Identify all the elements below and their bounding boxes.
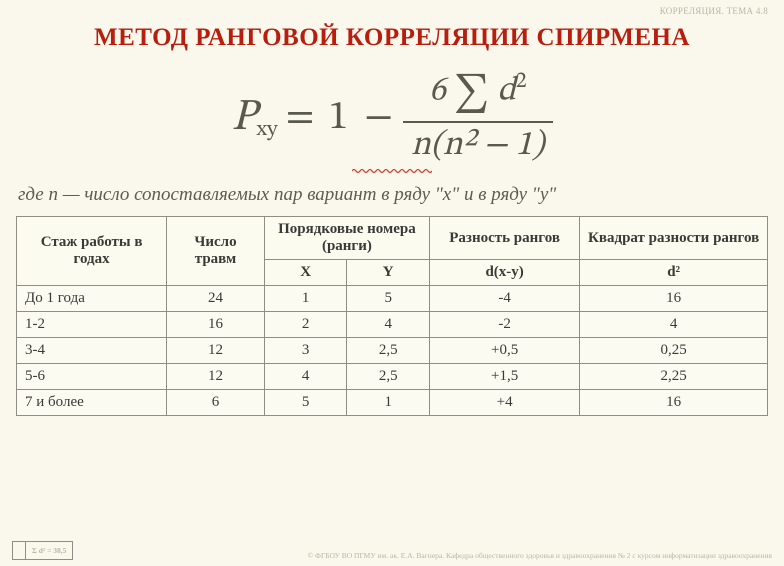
table-row: До 1 года2415-416 <box>17 286 768 312</box>
formula-fraction: 6 ∑ d2 n(n² − 1) <box>403 70 552 166</box>
table-cell: 4 <box>264 364 347 390</box>
formula-lhs: Pxy <box>231 91 277 146</box>
copyright-footer: © ФГБОУ ВО ПГМУ им. ак. Е.А. Вагнера. Ка… <box>12 551 772 560</box>
slide-title: МЕТОД РАНГОВОЙ КОРРЕЛЯЦИИ СПИРМЕНА <box>16 24 768 52</box>
table-cell: +4 <box>430 390 580 416</box>
formula-lhs-main: P <box>231 96 256 140</box>
formula-caption: где n — число сопоставляемых пар вариант… <box>16 184 768 206</box>
table-cell: +1,5 <box>430 364 580 390</box>
table-cell: 16 <box>580 286 768 312</box>
table-cell: 16 <box>167 312 265 338</box>
table-cell: -4 <box>430 286 580 312</box>
th-stazh: Стаж работы в годах <box>17 217 167 286</box>
formula-denominator: n(n² − 1) <box>403 127 552 166</box>
table-cell: 1 <box>264 286 347 312</box>
table-cell: 7 и более <box>17 390 167 416</box>
th-y: Y <box>347 260 430 286</box>
table-body: До 1 года2415-4161-21624-243-41232,5+0,5… <box>17 286 768 416</box>
table-cell: 3 <box>264 338 347 364</box>
table-cell: 24 <box>167 286 265 312</box>
table-row: 5-61242,5+1,52,25 <box>17 364 768 390</box>
table-cell: 6 <box>167 390 265 416</box>
table-cell: 4 <box>580 312 768 338</box>
table-cell: 12 <box>167 364 265 390</box>
th-dxy: d(x-y) <box>430 260 580 286</box>
table-row: 7 и более651+416 <box>17 390 768 416</box>
spellcheck-squiggle <box>352 168 432 174</box>
table-cell: -2 <box>430 312 580 338</box>
th-raznost: Разность рангов <box>430 217 580 260</box>
data-table: Стаж работы в годах Число травм Порядков… <box>16 216 768 416</box>
table-cell: 5-6 <box>17 364 167 390</box>
formula-numerator: 6 ∑ d2 <box>421 70 535 117</box>
th-kvadrat: Квадрат разности рангов <box>580 217 768 260</box>
th-d2: d² <box>580 260 768 286</box>
table-cell: 5 <box>347 286 430 312</box>
th-travm: Число травм <box>167 217 265 286</box>
table-cell: 16 <box>580 390 768 416</box>
table-cell: 4 <box>347 312 430 338</box>
table-cell: 12 <box>167 338 265 364</box>
table-head-row-1: Стаж работы в годах Число травм Порядков… <box>17 217 768 260</box>
table-row: 3-41232,5+0,50,25 <box>17 338 768 364</box>
formula-eq: = <box>286 93 315 143</box>
table-cell: 5 <box>264 390 347 416</box>
fraction-bar <box>403 121 552 123</box>
table-cell: 0,25 <box>580 338 768 364</box>
table-cell: 1 <box>347 390 430 416</box>
table-cell: 3-4 <box>17 338 167 364</box>
formula-lhs-sub: xy <box>257 119 278 141</box>
slide: КОРРЕЛЯЦИЯ. ТЕМА 4.8 МЕТОД РАНГОВОЙ КОРР… <box>0 0 784 566</box>
table-cell: 2 <box>264 312 347 338</box>
table-cell: 2,5 <box>347 338 430 364</box>
corner-label: КОРРЕЛЯЦИЯ. ТЕМА 4.8 <box>660 6 768 16</box>
formula-one: 1 <box>328 93 348 143</box>
formula: Pxy = 1 − 6 ∑ d2 n(n² − 1) <box>16 70 768 166</box>
table-row: 1-21624-24 <box>17 312 768 338</box>
th-rangi: Порядковые номера (ранги) <box>264 217 429 260</box>
table-cell: 2,5 <box>347 364 430 390</box>
formula-minus: − <box>364 93 393 143</box>
table-cell: 2,25 <box>580 364 768 390</box>
th-x: X <box>264 260 347 286</box>
table-cell: 1-2 <box>17 312 167 338</box>
table-cell: +0,5 <box>430 338 580 364</box>
table-cell: До 1 года <box>17 286 167 312</box>
